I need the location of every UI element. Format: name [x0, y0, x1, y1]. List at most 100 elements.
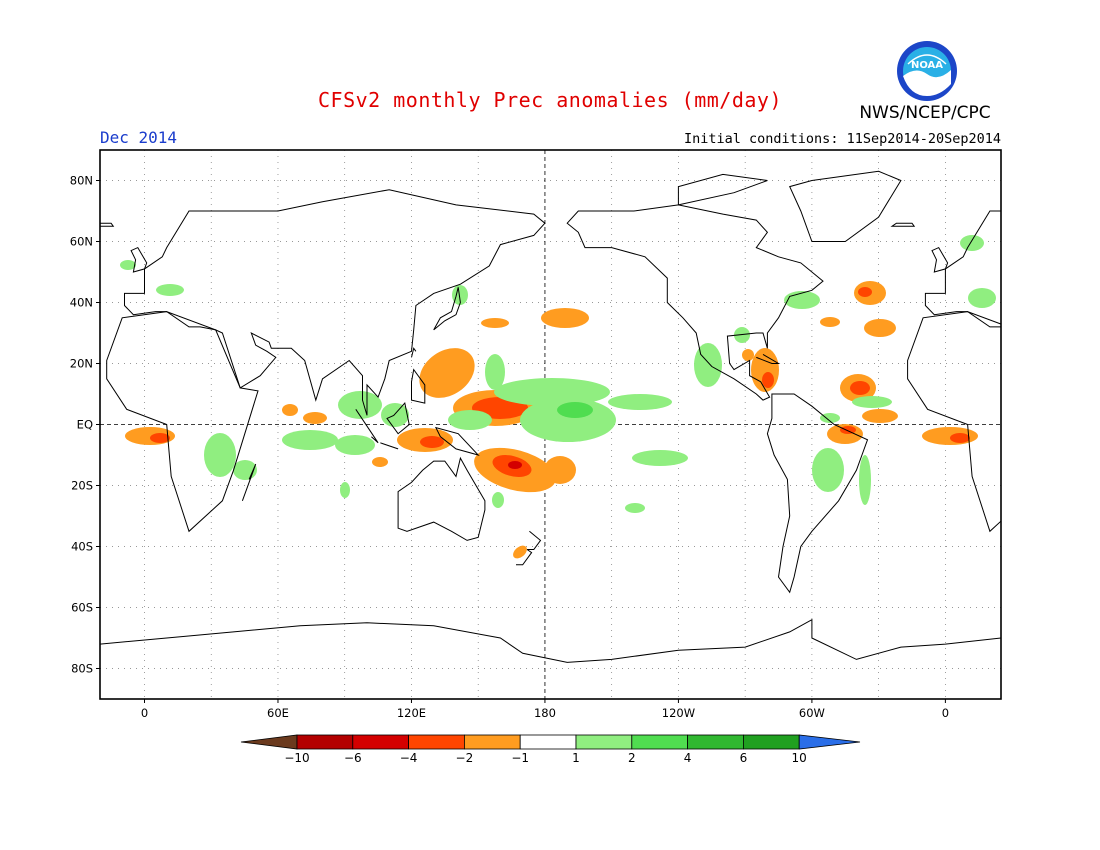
- anomaly-region: [862, 409, 898, 423]
- coastline: [411, 347, 417, 358]
- anomaly-region: [812, 448, 844, 492]
- legend-swatch: [575, 734, 633, 750]
- anomaly-region: [859, 455, 871, 505]
- lat-label: 80S: [71, 662, 93, 676]
- forecast-month: Dec 2014: [100, 128, 178, 147]
- lat-label: 40S: [71, 540, 93, 554]
- anomaly-region: [608, 394, 672, 410]
- legend-label: −10: [284, 751, 309, 765]
- anomaly-region: [513, 545, 527, 559]
- coastline: [756, 353, 781, 364]
- coastline: [411, 368, 426, 404]
- legend-swatch: [408, 734, 465, 750]
- lon-label: 120E: [397, 706, 426, 720]
- coastline: [241, 463, 257, 501]
- lon-label: 60W: [799, 706, 825, 720]
- coastline: [124, 189, 546, 416]
- legend-swatch: [519, 734, 577, 750]
- anomaly-region: [452, 285, 468, 305]
- anomaly-region: [864, 319, 896, 337]
- anomaly-region: [120, 260, 136, 270]
- anomaly-region: [968, 288, 996, 308]
- coastline: [789, 170, 902, 242]
- lat-label: 80N: [70, 174, 93, 188]
- anomaly-region: [742, 349, 754, 361]
- legend-swatch: [631, 734, 688, 750]
- anomaly-region: [632, 450, 688, 466]
- anomaly-region: [485, 354, 505, 390]
- lat-label: 40N: [70, 296, 93, 310]
- org-label: NWS/NCEP/CPC: [859, 103, 991, 123]
- anomaly-region: [544, 456, 576, 484]
- coastline: [434, 426, 480, 456]
- anomaly-region: [150, 433, 170, 443]
- anomaly-region: [156, 284, 184, 296]
- legend-label: 2: [628, 751, 636, 765]
- anomaly-region: [282, 430, 338, 450]
- anomaly-region: [420, 436, 444, 448]
- lat-label: 20N: [70, 357, 93, 371]
- legend-arrow-low: [240, 734, 298, 750]
- legend-label: 10: [792, 751, 807, 765]
- coastline: [397, 456, 486, 541]
- noaa-logo: NOAA: [897, 41, 957, 101]
- coastline: [355, 409, 379, 444]
- anomaly-region: [381, 403, 409, 427]
- anomaly-region: [335, 435, 375, 455]
- coastline: [677, 173, 768, 206]
- longitude-labels: 0 60E 120E 180 120W 60W 0: [141, 699, 949, 720]
- anomaly-region: [508, 461, 522, 469]
- coastline: [100, 618, 1001, 663]
- coastline: [386, 402, 410, 435]
- anomaly-region: [492, 492, 504, 508]
- anomaly-region: [557, 402, 593, 418]
- anomaly-region: [852, 396, 892, 408]
- anomaly-region: [481, 318, 509, 328]
- coastline: [106, 311, 259, 533]
- anomaly-region: [372, 457, 388, 467]
- coastline: [527, 530, 542, 550]
- anomaly-region: [541, 308, 589, 328]
- anomaly-region: [426, 375, 454, 395]
- legend-label: 6: [740, 751, 748, 765]
- anomaly-region: [762, 372, 774, 388]
- anomaly-region: [950, 433, 970, 443]
- latitude-labels: 80N 60N 40N 20N EQ 20S 40S 60S 80S: [70, 174, 100, 676]
- lat-label: EQ: [77, 418, 93, 432]
- lat-label: 60S: [71, 601, 93, 615]
- anomaly-region: [820, 317, 840, 327]
- lat-label: 20S: [71, 479, 93, 493]
- legend-swatch: [296, 734, 354, 750]
- logo-text: NOAA: [911, 60, 943, 71]
- anomaly-region: [850, 381, 870, 395]
- legend-swatch: [463, 734, 521, 750]
- coastline: [380, 442, 399, 450]
- anomaly-region: [820, 413, 840, 423]
- coastline: [766, 393, 869, 594]
- coastline: [907, 311, 1001, 533]
- legend-swatch: [352, 734, 409, 750]
- initial-conditions: Initial conditions: 11Sep2014-20Sep2014: [684, 131, 1001, 147]
- lat-label: 60N: [70, 235, 93, 249]
- anomaly-region: [282, 404, 298, 416]
- anomaly-region: [960, 235, 984, 251]
- coastline: [516, 549, 533, 566]
- coastline: [433, 287, 461, 331]
- legend-label: −1: [511, 751, 529, 765]
- anomaly-region: [840, 426, 856, 434]
- legend-label: 4: [684, 751, 692, 765]
- anomaly-region: [204, 433, 236, 477]
- anomaly-region: [448, 410, 492, 430]
- anomaly-region: [858, 287, 872, 297]
- anomaly-shading: [120, 235, 996, 559]
- anomaly-region: [625, 503, 645, 513]
- coastline: [931, 246, 949, 273]
- coastlines: [100, 170, 1001, 663]
- legend-swatch: [743, 734, 800, 750]
- legend-arrow-high: [798, 734, 861, 750]
- anomaly-region: [303, 412, 327, 424]
- legend-label: −2: [456, 751, 474, 765]
- lon-label: 120W: [662, 706, 695, 720]
- anomaly-region: [338, 391, 382, 419]
